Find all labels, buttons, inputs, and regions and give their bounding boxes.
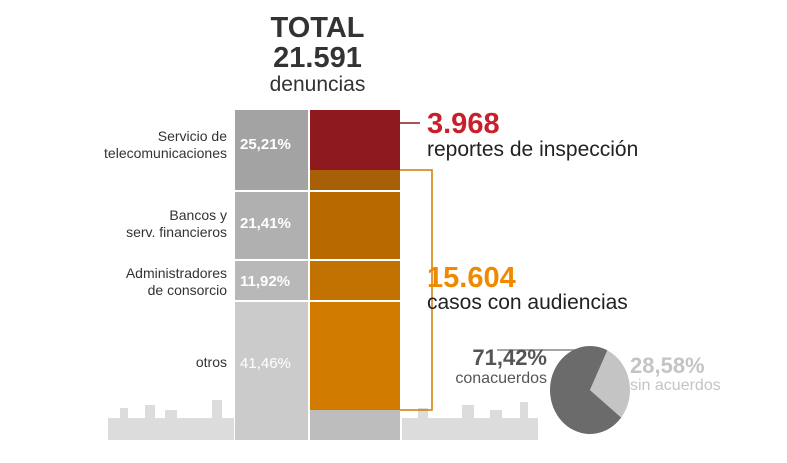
pie-with-pct: 71,42%	[472, 345, 547, 370]
pie-slice-with-agreements	[550, 346, 622, 435]
pie-chart	[550, 346, 630, 435]
reports-segment	[310, 110, 400, 170]
total-unit: denuncias	[269, 73, 366, 96]
remainder-segment	[310, 410, 400, 440]
pct-consorcio: 11,92%	[240, 273, 291, 290]
pie-with-label: conacuerdos	[455, 370, 547, 387]
pie-without-pct: 28,58%	[630, 353, 705, 378]
pct-telecom: 25,21%	[240, 136, 291, 153]
hearings-segment-3	[310, 261, 400, 300]
title: TOTAL	[270, 12, 365, 44]
category-label-telecom: Servicio de telecomunicaciones	[104, 128, 227, 161]
bar-segment-consorcio	[235, 261, 308, 300]
pct-bancos: 21,41%	[240, 215, 291, 232]
category-label-otros: otros	[195, 354, 227, 370]
hearings-segment-1	[310, 170, 400, 190]
bar-segment-telecom	[235, 110, 308, 190]
hearings-segment-2	[310, 192, 400, 259]
bar-segment-bancos	[235, 192, 308, 259]
pie-slice-without-agreements	[590, 350, 630, 418]
total-value: 21.591	[273, 42, 362, 74]
pie-without-label: sin acuerdos	[630, 377, 721, 394]
bar-segment-otros	[235, 302, 308, 440]
hearings-value: 15.604	[427, 262, 516, 294]
hearings-segment-4	[310, 302, 400, 410]
reports-value: 3.968	[427, 108, 500, 140]
category-label-bancos: Bancos y serv. financieros	[126, 207, 227, 240]
pct-otros: 41,46%	[240, 355, 291, 372]
hearings-label: casos con audiencias	[427, 291, 628, 314]
reports-label: reportes de inspección	[427, 138, 639, 161]
category-label-consorcio: Administradores de consorcio	[125, 265, 227, 298]
